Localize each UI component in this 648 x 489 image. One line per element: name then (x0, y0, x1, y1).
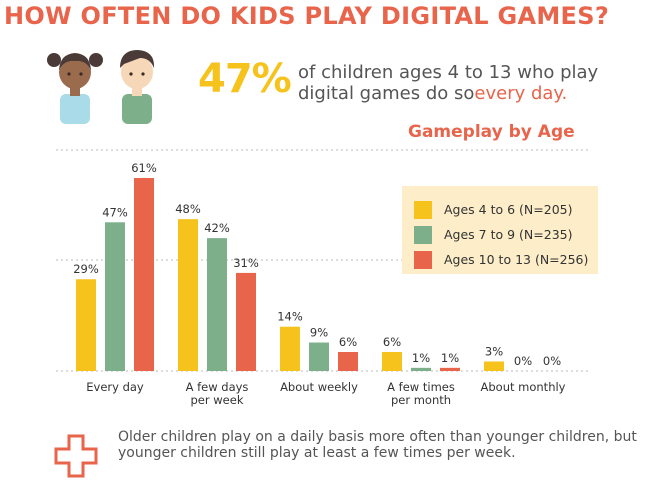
bar-value-label: 1% (412, 351, 430, 365)
category-label-line: A few days (186, 380, 249, 394)
plus-cross-icon (54, 434, 98, 478)
legend-swatch (414, 200, 432, 219)
bar-value-label: 6% (383, 335, 401, 349)
chart-title: Gameplay by Age (408, 122, 575, 142)
boy-icon (120, 50, 155, 124)
category-label-line: per month (391, 393, 451, 407)
stat-text: of children ages 4 to 13 who play digita… (298, 62, 638, 104)
bar-value-label: 0% (543, 354, 561, 368)
bar-value-label: 1% (441, 351, 459, 365)
stat-text-highlight: every day. (474, 83, 568, 104)
category-label-line: About weekly (280, 380, 358, 394)
category-label: About weekly (280, 380, 358, 394)
legend-item: Ages 4 to 6 (N=205) (414, 197, 598, 222)
bar-3-0 (382, 352, 402, 371)
category-label-line: per week (191, 393, 244, 407)
bar-0-2 (134, 178, 154, 371)
stat-text-body: of children ages 4 to 13 who play digita… (298, 62, 599, 104)
bar-value-label: 0% (514, 354, 532, 368)
bar-value-label: 14% (277, 310, 303, 324)
bar-3-1 (411, 367, 431, 371)
bar-0-0 (76, 279, 96, 371)
bar-value-label: 42% (204, 221, 230, 235)
bar-3-2 (440, 367, 460, 371)
legend-item: Ages 10 to 13 (N=256) (414, 247, 598, 272)
bar-2-2 (338, 352, 358, 371)
page-title: HOW OFTEN DO KIDS PLAY DIGITAL GAMES? (4, 2, 610, 30)
bar-0-1 (105, 222, 125, 371)
value-labels: 29% 47% 61% 48%42% 31% 14% 9% 6% 6% 1% 1% 3% 0% 0% (73, 161, 561, 368)
legend-label: Ages 4 to 6 (N=205) (444, 202, 573, 217)
bar-1-1 (207, 238, 227, 371)
legend-label: Ages 10 to 13 (N=256) (444, 252, 589, 267)
category-labels: Every day A few days per week About weekly A… (86, 380, 565, 407)
bar-2-0 (280, 326, 300, 371)
footnote-text: Older children play on a daily basis mor… (118, 429, 637, 461)
category-label: About monthly (481, 380, 566, 394)
bar-value-label: 29% (73, 262, 99, 276)
category-label: A few days per week (186, 380, 249, 407)
children-illustration (47, 50, 155, 124)
bar-value-label: 3% (485, 345, 503, 359)
bar-value-label: 6% (339, 335, 357, 349)
bar-4-0 (484, 361, 504, 371)
girl-icon (47, 53, 103, 124)
legend-swatch (414, 225, 432, 244)
bar-1-2 (236, 272, 256, 371)
legend: Ages 4 to 6 (N=205) Ages 7 to 9 (N=235) Ag… (402, 186, 598, 274)
stat-percent: 47% (198, 56, 292, 102)
bar-2-1 (309, 342, 329, 371)
category-label-line: About monthly (481, 380, 566, 394)
bar-value-label: 9% (310, 326, 328, 340)
bar-value-label: 47% (102, 205, 128, 219)
bar-value-label: 61% (131, 161, 157, 175)
bar-1-0 (178, 219, 198, 371)
category-label-line: Every day (86, 380, 144, 394)
bars (76, 178, 504, 371)
legend-item: Ages 7 to 9 (N=235) (414, 222, 598, 247)
category-label: Every day (86, 380, 144, 394)
legend-swatch (414, 250, 432, 269)
legend-label: Ages 7 to 9 (N=235) (444, 227, 573, 242)
bar-value-label: 48% (175, 202, 201, 216)
bar-value-label: 31% (233, 256, 259, 270)
category-label-line: A few times (387, 380, 455, 394)
category-label: A few times per month (387, 380, 455, 407)
